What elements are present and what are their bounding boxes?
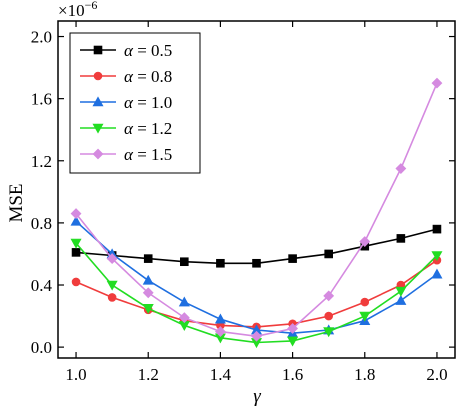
x-tick-label: 1.4 xyxy=(210,365,232,384)
y-tick-label: 0.0 xyxy=(31,338,52,357)
data-point xyxy=(432,224,442,234)
series-line xyxy=(75,228,438,265)
legend-label: α = 0.8 xyxy=(124,67,172,86)
data-point xyxy=(323,327,335,338)
data-point xyxy=(360,297,370,307)
x-tick-label: 2.0 xyxy=(426,365,447,384)
data-point xyxy=(431,77,443,89)
data-point xyxy=(214,326,226,338)
x-tick-label: 1.0 xyxy=(65,365,86,384)
data-point xyxy=(71,277,81,287)
y-tick-label: 2.0 xyxy=(31,28,52,47)
legend-marker xyxy=(92,123,104,134)
legend-entry: α = 0.8 xyxy=(80,67,172,86)
data-point xyxy=(395,286,407,297)
x-tick-label: 1.6 xyxy=(282,365,303,384)
legend: α = 0.5 α = 0.8 α = 1.0 α = 1.2 α = 1.5 xyxy=(69,32,201,174)
series-3 xyxy=(70,215,443,338)
data-point xyxy=(70,208,82,219)
legend-marker xyxy=(92,148,104,160)
series-line xyxy=(75,259,438,328)
data-point xyxy=(107,293,117,302)
data-point xyxy=(323,290,335,302)
data-point xyxy=(178,296,190,307)
data-point xyxy=(395,163,407,174)
data-point xyxy=(431,268,443,279)
series-1 xyxy=(71,224,442,268)
data-point xyxy=(395,294,407,305)
legend-box xyxy=(69,32,201,174)
legend-entry: α = 0.5 xyxy=(80,41,172,60)
series-4 xyxy=(70,238,443,349)
x-tick-label: 1.2 xyxy=(138,365,159,384)
data-point xyxy=(324,249,333,259)
data-point xyxy=(106,280,118,291)
legend-entry: α = 1.5 xyxy=(80,145,172,164)
series-5 xyxy=(70,77,443,342)
legend-label: α = 0.5 xyxy=(124,41,172,60)
data-point xyxy=(359,236,371,247)
ticks-layer: 1.0 1.2 1.4 1.6 1.8 2.0 0.0 0.4 0.8 1.2 1.6 2.0 xyxy=(31,21,455,384)
data-point xyxy=(180,257,189,267)
data-point xyxy=(287,336,299,347)
x-tick-label: 1.8 xyxy=(354,365,375,384)
data-point xyxy=(142,274,154,285)
data-point xyxy=(214,313,226,324)
legend-marker xyxy=(92,96,104,107)
y-tick-label: 0.8 xyxy=(31,214,52,233)
y-tick-label: 1.2 xyxy=(31,152,52,171)
data-point xyxy=(287,323,299,334)
legend-label: α = 1.5 xyxy=(124,145,172,164)
data-point xyxy=(142,287,154,299)
data-point xyxy=(251,330,262,342)
y-axis-title: MSE xyxy=(6,183,27,222)
data-point xyxy=(142,304,154,314)
data-point xyxy=(178,312,190,324)
series-line xyxy=(75,220,438,335)
legend-label: α = 1.0 xyxy=(124,93,172,112)
data-point xyxy=(70,238,82,249)
data-point xyxy=(106,253,118,265)
y-multiplier-exponent: −6 xyxy=(85,0,98,12)
legend-label: α = 1.2 xyxy=(124,119,172,138)
legend-entry: α = 1.0 xyxy=(80,93,172,112)
legend-marker xyxy=(93,45,103,55)
data-point xyxy=(252,258,261,268)
data-point xyxy=(431,251,443,262)
data-point xyxy=(70,215,82,226)
legend-marker xyxy=(93,71,103,81)
data-point xyxy=(359,311,371,322)
legend-entry: α = 1.2 xyxy=(80,119,172,138)
data-point xyxy=(216,258,225,268)
y-tick-label: 1.6 xyxy=(31,90,52,109)
y-tick-label: 0.4 xyxy=(31,276,53,295)
series-layer xyxy=(70,77,443,349)
data-point xyxy=(396,234,406,243)
data-point xyxy=(143,254,153,263)
plot-frame xyxy=(57,20,456,359)
data-point xyxy=(71,248,81,257)
y-multiplier-label: ×10−6 xyxy=(58,0,97,20)
x-axis-title: γ xyxy=(253,386,261,407)
data-point xyxy=(288,254,297,263)
data-point xyxy=(324,311,333,321)
